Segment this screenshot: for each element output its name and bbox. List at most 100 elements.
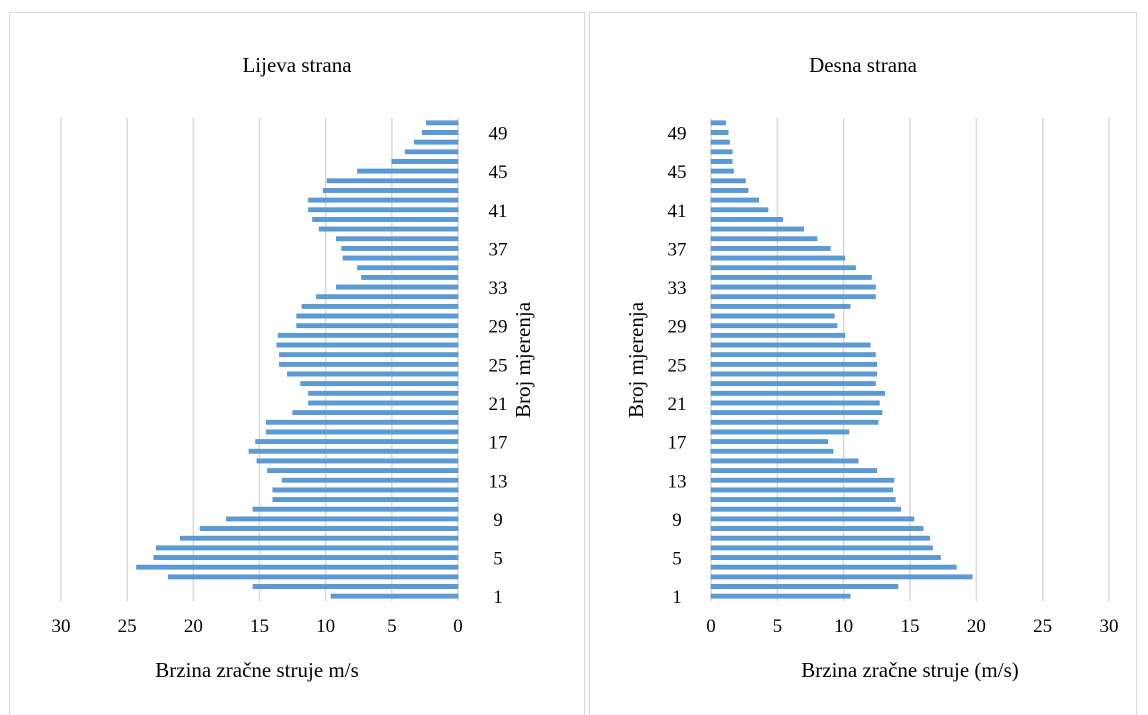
bar-right-21 — [710, 400, 880, 406]
bar-left-40 — [312, 217, 459, 222]
bar-left-8 — [199, 526, 459, 531]
bar-right-3 — [710, 574, 973, 580]
bar-left-4 — [136, 564, 459, 570]
chart-title-right: Desna strana — [809, 53, 917, 77]
bar-right-1 — [710, 593, 851, 599]
x-tick-label-right-20: 20 — [967, 616, 986, 637]
bar-right-45 — [710, 168, 734, 174]
bar-right-50 — [710, 120, 726, 126]
bar-left-47 — [404, 149, 459, 155]
bar-left-14 — [267, 468, 459, 473]
bar-right-32 — [710, 294, 876, 300]
bar-left-21 — [308, 400, 459, 406]
x-tick-label-left-0: 0 — [453, 616, 463, 637]
x-axis-title-right: Brzina zračne struje (m/s) — [801, 658, 1019, 682]
y-tick-label-left-29: 29 — [489, 317, 508, 338]
bar-left-26 — [279, 352, 459, 358]
bar-left-44 — [326, 178, 459, 184]
bar-left-41 — [308, 207, 459, 213]
bar-right-25 — [710, 361, 878, 367]
bar-left-24 — [287, 371, 459, 377]
bar-left-35 — [357, 265, 459, 271]
y-axis-title-left: Broj mjerenja — [511, 301, 535, 418]
bar-right-9 — [710, 516, 915, 522]
bar-left-12 — [272, 487, 459, 493]
bar-left-34 — [361, 274, 459, 280]
bar-left-30 — [296, 313, 459, 319]
bar-right-48 — [710, 139, 730, 145]
bar-right-15 — [710, 458, 859, 464]
y-tick-label-right-1: 1 — [672, 587, 682, 608]
bar-left-50 — [426, 120, 459, 126]
bar-left-36 — [342, 255, 459, 261]
y-tick-label-right-21: 21 — [668, 394, 687, 415]
bar-right-35 — [710, 265, 856, 271]
bar-left-37 — [341, 246, 459, 251]
bar-right-20 — [710, 410, 883, 416]
bar-left-17 — [255, 439, 459, 445]
bar-right-16 — [710, 448, 834, 454]
bar-left-15 — [256, 458, 459, 464]
x-tick-label-left-20: 20 — [184, 616, 203, 637]
bar-left-48 — [414, 139, 459, 145]
bar-right-44 — [710, 178, 746, 184]
bar-right-37 — [710, 246, 831, 251]
bar-right-17 — [710, 439, 828, 445]
bar-left-5 — [153, 555, 459, 560]
y-tick-label-left-21: 21 — [489, 394, 508, 415]
bar-right-22 — [710, 390, 885, 396]
bar-left-1 — [330, 593, 459, 599]
bar-left-11 — [272, 497, 459, 502]
bar-right-6 — [710, 545, 933, 551]
bar-left-20 — [292, 410, 459, 416]
bar-right-7 — [710, 535, 931, 541]
chart-title-left: Lijeva strana — [242, 53, 352, 77]
y-axis-title-right: Broj mjerenja — [624, 301, 648, 418]
bar-left-19 — [265, 419, 459, 425]
bar-left-45 — [357, 168, 459, 174]
bar-left-38 — [336, 236, 459, 242]
y-tick-label-right-41: 41 — [668, 201, 687, 222]
bar-right-8 — [710, 526, 924, 531]
bar-right-47 — [710, 149, 733, 155]
bar-left-25 — [279, 361, 459, 367]
bar-left-33 — [336, 284, 459, 290]
bar-right-14 — [710, 468, 878, 473]
y-tick-label-right-9: 9 — [672, 510, 682, 531]
x-tick-label-right-0: 0 — [706, 616, 716, 637]
bar-left-46 — [391, 159, 459, 164]
y-tick-label-right-13: 13 — [668, 471, 687, 492]
bar-right-12 — [710, 487, 893, 493]
bar-right-38 — [710, 236, 818, 242]
bar-left-29 — [296, 323, 459, 329]
bar-right-24 — [710, 371, 878, 377]
bar-right-39 — [710, 226, 805, 232]
y-tick-label-right-33: 33 — [668, 278, 687, 299]
bar-right-31 — [710, 303, 851, 309]
y-tick-label-left-25: 25 — [489, 355, 508, 376]
x-tick-label-right-30: 30 — [1100, 616, 1119, 637]
bar-right-19 — [710, 419, 879, 425]
bar-left-3 — [167, 574, 459, 580]
y-tick-label-right-29: 29 — [668, 317, 687, 338]
y-tick-label-right-49: 49 — [668, 123, 687, 144]
bar-right-2 — [710, 584, 899, 589]
y-tick-label-left-37: 37 — [489, 239, 508, 260]
y-tick-label-right-5: 5 — [672, 549, 682, 570]
y-tick-label-right-37: 37 — [668, 239, 687, 260]
bar-right-11 — [710, 497, 896, 502]
bar-left-27 — [276, 342, 459, 348]
x-tick-label-left-5: 5 — [387, 616, 397, 637]
bar-right-4 — [710, 564, 957, 570]
bar-left-42 — [308, 197, 459, 203]
bar-left-7 — [179, 535, 459, 541]
bar-right-28 — [710, 332, 846, 338]
bar-right-42 — [710, 197, 759, 203]
bar-right-26 — [710, 352, 876, 358]
bar-right-30 — [710, 313, 835, 319]
bar-left-28 — [277, 332, 459, 338]
y-tick-label-left-1: 1 — [493, 587, 503, 608]
bar-right-29 — [710, 323, 838, 329]
bar-right-27 — [710, 342, 871, 348]
